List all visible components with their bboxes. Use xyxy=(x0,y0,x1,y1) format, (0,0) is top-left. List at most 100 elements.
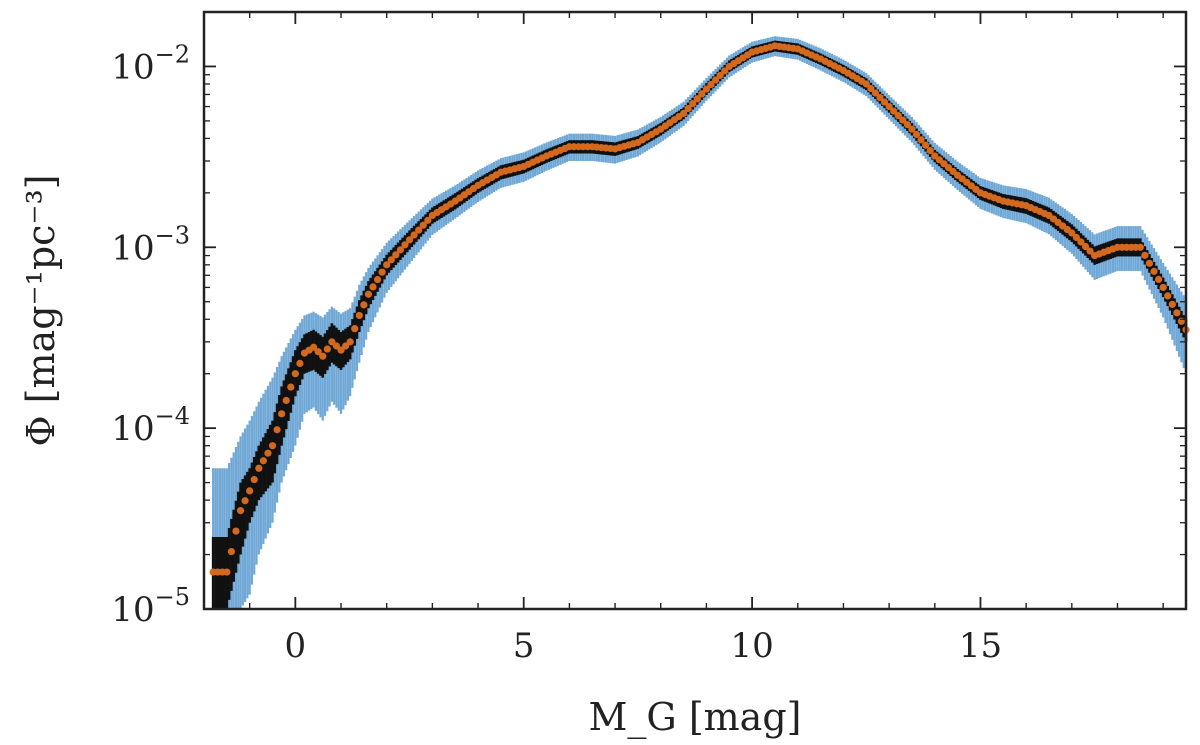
data-point xyxy=(894,112,902,120)
data-point xyxy=(264,449,272,457)
data-point xyxy=(241,497,249,505)
data-point xyxy=(1164,292,1172,300)
data-point xyxy=(378,268,386,276)
data-point xyxy=(1141,251,1149,259)
data-point xyxy=(364,290,373,298)
y-tick-base: 10 xyxy=(111,47,154,87)
data-point xyxy=(232,527,240,535)
y-tick-exponent: −3 xyxy=(155,221,190,249)
data-point xyxy=(278,410,286,418)
y-tick-label: 10−5 xyxy=(111,583,190,630)
data-point xyxy=(392,251,400,259)
y-tick-base: 10 xyxy=(111,409,154,449)
x-tick-label: 15 xyxy=(959,626,1002,666)
y-axis-label: Φ [mag⁻¹pc⁻³] xyxy=(19,174,63,446)
data-point xyxy=(310,343,318,351)
data-point xyxy=(396,246,404,254)
data-point xyxy=(319,352,327,360)
data-point xyxy=(387,256,395,264)
data-point xyxy=(424,216,432,224)
data-point xyxy=(369,283,377,291)
data-point xyxy=(711,76,720,84)
y-tick-label: 10−3 xyxy=(111,221,190,268)
data-point xyxy=(383,261,391,269)
data-point xyxy=(250,475,258,484)
data-point xyxy=(1077,238,1085,246)
data-point xyxy=(268,442,277,450)
y-tick-label: 10−4 xyxy=(111,402,190,449)
data-point xyxy=(689,100,697,108)
y-tick-exponent: −5 xyxy=(155,583,190,611)
y-tick-base: 10 xyxy=(111,228,154,268)
data-point xyxy=(679,109,688,117)
data-point xyxy=(867,84,875,93)
data-point xyxy=(1086,247,1094,255)
data-point xyxy=(1145,259,1154,267)
data-point xyxy=(236,507,245,515)
y-tick-base: 10 xyxy=(111,590,154,630)
x-tick-label: 0 xyxy=(285,626,307,666)
data-point xyxy=(328,338,336,346)
data-point xyxy=(255,464,263,472)
data-point xyxy=(1154,275,1163,283)
data-point xyxy=(903,121,911,129)
data-point xyxy=(323,345,331,353)
x-tick-label: 10 xyxy=(730,626,773,666)
data-point xyxy=(314,348,322,356)
data-point xyxy=(885,102,893,111)
data-point xyxy=(876,93,884,102)
data-point xyxy=(1173,309,1181,317)
data-point xyxy=(227,547,236,556)
data-point xyxy=(1072,233,1080,242)
data-point xyxy=(273,426,281,434)
y-tick-label: 10−2 xyxy=(111,40,190,87)
data-point xyxy=(405,236,414,244)
data-point xyxy=(351,325,359,333)
data-point xyxy=(287,383,295,391)
data-point xyxy=(332,342,341,350)
x-tick-label: 5 xyxy=(513,626,535,666)
data-point xyxy=(684,104,692,113)
data-point xyxy=(908,125,916,133)
data-point xyxy=(246,487,254,495)
plot-frame xyxy=(202,10,1188,611)
data-point xyxy=(291,370,299,378)
data-point xyxy=(355,311,363,320)
data-point xyxy=(880,98,889,106)
x-axis-label: M_G [mag] xyxy=(588,695,801,740)
data-point xyxy=(871,89,880,97)
y-tick-exponent: −4 xyxy=(155,402,190,430)
data-point xyxy=(707,80,715,89)
data-point xyxy=(862,80,870,88)
data-point xyxy=(693,95,701,103)
data-point xyxy=(716,71,724,80)
data-point xyxy=(1168,300,1176,308)
data-point xyxy=(419,221,427,229)
data-point xyxy=(702,85,711,93)
data-point xyxy=(1150,267,1158,275)
data-point xyxy=(926,146,934,155)
data-point xyxy=(223,568,231,576)
data-point xyxy=(1068,229,1076,237)
y-tick-exponent: −2 xyxy=(155,40,190,68)
data-point xyxy=(890,107,898,115)
data-point xyxy=(922,141,930,149)
data-point xyxy=(337,346,345,354)
data-point xyxy=(899,116,907,124)
data-point xyxy=(912,130,921,139)
data-point xyxy=(917,136,925,144)
data-point xyxy=(1081,242,1090,251)
data-point xyxy=(1136,243,1144,251)
data-point xyxy=(259,457,267,465)
data-point xyxy=(410,231,418,239)
data-point xyxy=(341,342,350,350)
inner-error-bars xyxy=(211,40,1188,609)
data-point xyxy=(698,90,706,98)
data-point xyxy=(360,301,368,309)
data-point xyxy=(401,241,409,249)
data-point xyxy=(282,396,290,405)
data-point xyxy=(1159,283,1167,292)
data-point xyxy=(373,275,382,284)
